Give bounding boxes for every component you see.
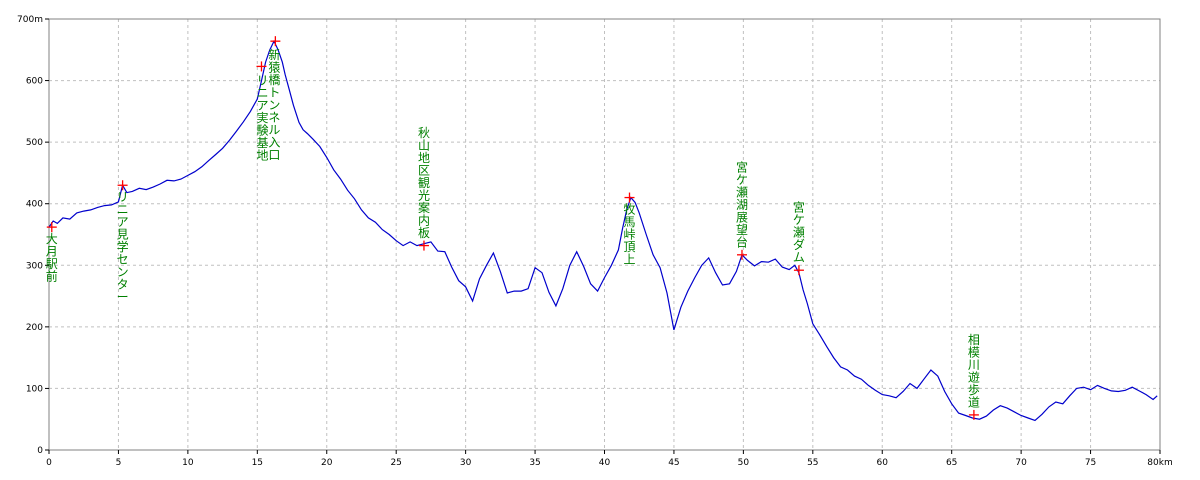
series-layer (48, 39, 1158, 422)
waypoint-label: リニア実験基地 (256, 73, 268, 162)
waypoint-label: 牧馬峠頂上 (623, 203, 635, 267)
waypoint-label: 新猿橋トンネル入口 (268, 47, 280, 162)
x-tick-label: 70 (1015, 458, 1027, 468)
x-tick-label: 80km (1147, 458, 1172, 468)
x-tick-label: 55 (807, 458, 818, 468)
y-tick-label: 0 (37, 446, 43, 456)
x-tick-label: 50 (738, 458, 750, 468)
x-tick-label: 0 (46, 458, 52, 468)
x-tick-label: 75 (1085, 458, 1096, 468)
x-tick-label: 30 (460, 458, 472, 468)
x-tick-label: 60 (877, 458, 889, 468)
tick-labels: 0 5 10 15 20 25 30 35 40 45 50 55 60 65 70 75 80km 0 100 20… (17, 15, 1173, 468)
grid-lines (49, 19, 1160, 450)
waypoint-label: 大月駅前 (46, 232, 58, 283)
y-tick-label: 600 (26, 77, 43, 87)
y-tick-label: 700m (17, 15, 43, 25)
x-tick-label: 20 (321, 458, 333, 468)
x-tick-label: 25 (390, 458, 401, 468)
waypoint-markers (46, 36, 979, 420)
x-tick-label: 35 (529, 458, 540, 468)
elevation-line (48, 39, 1158, 422)
x-tick-label: 65 (946, 458, 957, 468)
x-tick-label: 45 (668, 458, 679, 468)
x-tick-label: 40 (599, 458, 611, 468)
y-tick-label: 500 (26, 138, 43, 148)
axes (45, 18, 1161, 454)
y-tick-label: 200 (26, 323, 43, 333)
waypoint-label: 相模川遊歩道 (968, 333, 980, 410)
waypoint-label: リニア見学センター (117, 190, 129, 304)
waypoint-labels: 大月駅前 リニア見学センター リニア実験基地新猿橋トンネル入口秋山地区観光案内板牧馬… (46, 47, 980, 409)
waypoint-label: 宮ケ瀬ダム (793, 200, 805, 265)
y-tick-label: 400 (26, 200, 43, 210)
x-tick-label: 10 (182, 458, 194, 468)
y-tick-label: 100 (26, 384, 43, 394)
x-tick-label: 15 (252, 458, 263, 468)
x-tick-label: 5 (116, 458, 122, 468)
y-tick-label: 300 (26, 261, 43, 271)
waypoint-label: 宮ケ瀬湖展望台 (736, 159, 748, 249)
waypoint-label: 秋山地区観光案内板 (418, 126, 430, 240)
